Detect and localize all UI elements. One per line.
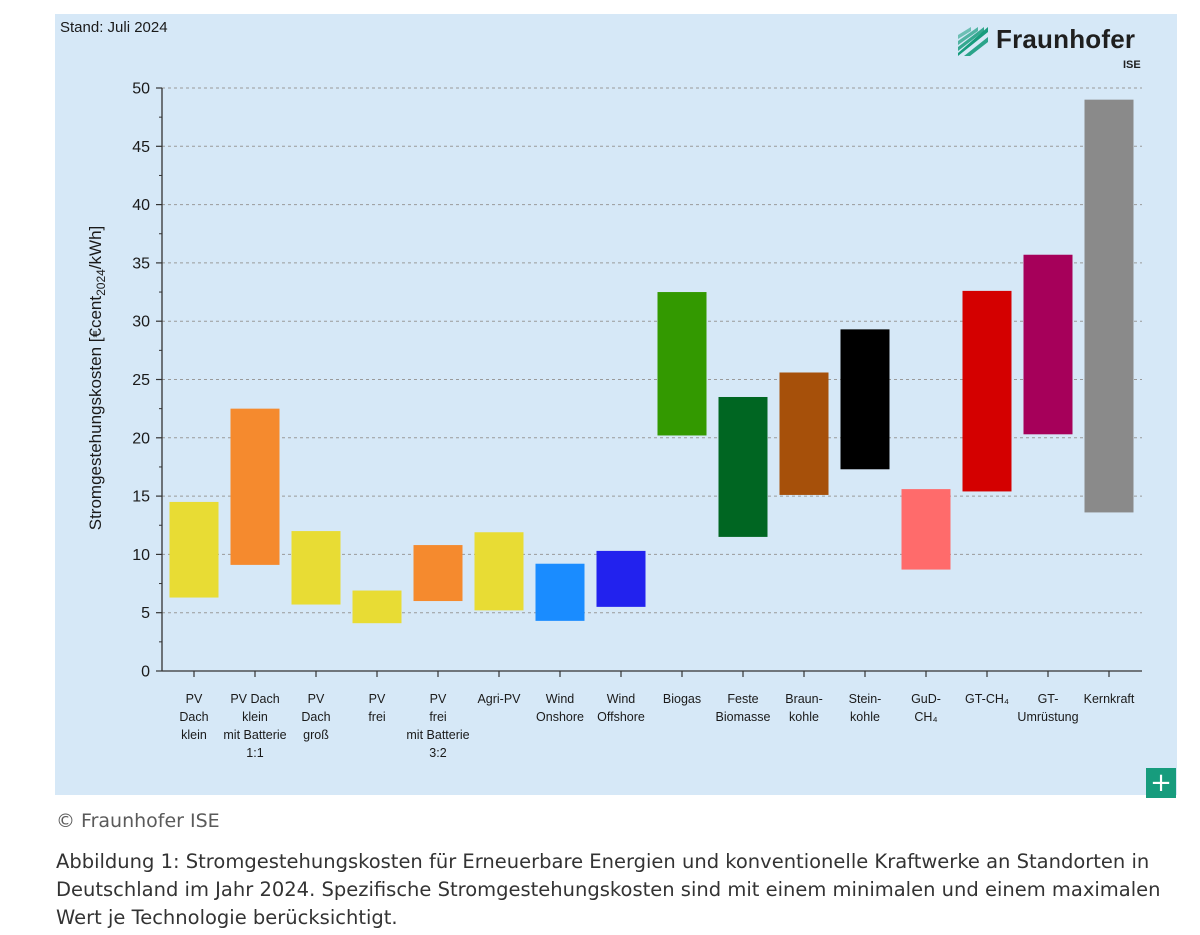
x-category-label: Biogas bbox=[663, 692, 701, 706]
y-tick-label: 50 bbox=[132, 81, 150, 98]
bar-range bbox=[718, 396, 768, 537]
y-tick-label: 45 bbox=[132, 139, 150, 156]
fraunhofer-logo-icon bbox=[958, 27, 988, 56]
x-category-label: PV bbox=[308, 692, 325, 706]
x-category-label: Wind bbox=[546, 692, 575, 706]
x-category-label: CH₄ bbox=[914, 710, 937, 724]
x-category-label: Stein- bbox=[849, 692, 882, 706]
bar-range bbox=[596, 550, 646, 607]
fraunhofer-logo: Fraunhofer ISE bbox=[956, 21, 1146, 73]
x-category-label: 1:1 bbox=[246, 746, 263, 760]
copyright-text: © Fraunhofer ISE bbox=[56, 810, 220, 832]
bar-range bbox=[840, 329, 890, 470]
y-tick-label: 15 bbox=[132, 489, 150, 506]
bar-range bbox=[962, 290, 1012, 492]
x-category-label: PV Dach bbox=[230, 692, 279, 706]
y-tick-label: 30 bbox=[132, 314, 150, 331]
y-tick-label: 0 bbox=[141, 664, 150, 681]
x-category-label: GuD- bbox=[911, 692, 941, 706]
chart-bars bbox=[169, 99, 1134, 624]
x-category-label: kohle bbox=[850, 710, 880, 724]
x-category-label: Offshore bbox=[597, 710, 645, 724]
y-tick-labels: 0 5 10 15 20 25 30 35 40 45 50 bbox=[132, 81, 150, 681]
x-category-label: Kernkraft bbox=[1084, 692, 1135, 706]
y-tick-label: 10 bbox=[132, 547, 150, 564]
x-category-label: Dach bbox=[179, 710, 208, 724]
bar-range bbox=[779, 372, 829, 495]
bar-range bbox=[657, 292, 707, 436]
x-category-label: GT-CH₄ bbox=[965, 692, 1009, 706]
x-category-label: mit Batterie bbox=[223, 728, 286, 742]
x-category-label: Wind bbox=[607, 692, 636, 706]
x-category-label: groß bbox=[303, 728, 329, 742]
y-tick-label: 20 bbox=[132, 430, 150, 447]
x-category-label: Biomasse bbox=[716, 710, 771, 724]
chart-axes bbox=[156, 87, 1142, 677]
x-category-label: frei bbox=[368, 710, 385, 724]
x-category-label: klein bbox=[181, 728, 207, 742]
bar-range bbox=[169, 501, 219, 598]
bar-range bbox=[901, 489, 951, 570]
figure-caption: Abbildung 1: Stromgestehungskosten für E… bbox=[56, 850, 1161, 929]
bar-range bbox=[291, 531, 341, 605]
bar-range bbox=[230, 408, 280, 565]
logo-name: Fraunhofer bbox=[996, 24, 1136, 54]
x-category-label: PV bbox=[186, 692, 203, 706]
x-category-label: Onshore bbox=[536, 710, 584, 724]
bar-range bbox=[535, 563, 585, 621]
logo-sub: ISE bbox=[1123, 59, 1141, 71]
y-tick-label: 35 bbox=[132, 255, 150, 272]
x-category-label: Umrüstung bbox=[1017, 710, 1078, 724]
bar-range bbox=[1023, 254, 1073, 435]
y-tick-label: 25 bbox=[132, 372, 150, 389]
x-category-label: PV bbox=[369, 692, 386, 706]
chart-plot: 0 5 10 15 20 25 30 35 40 45 50 PV Dach klein PV Dach k… bbox=[86, 81, 1142, 760]
bar-range bbox=[474, 532, 524, 611]
x-category-label: GT- bbox=[1038, 692, 1059, 706]
x-category-label: 3:2 bbox=[429, 746, 446, 760]
x-category-label: Dach bbox=[301, 710, 330, 724]
x-category-label: Braun- bbox=[785, 692, 823, 706]
y-tick-label: 5 bbox=[141, 605, 150, 622]
x-category-label: frei bbox=[429, 710, 446, 724]
x-category-label: Agri-PV bbox=[477, 692, 521, 706]
x-category-label: klein bbox=[242, 710, 268, 724]
y-tick-label: 40 bbox=[132, 197, 150, 214]
y-axis-label: Stromgestehungskosten [€cent2024/kWh] bbox=[86, 226, 108, 531]
x-category-label: PV bbox=[430, 692, 447, 706]
expand-button[interactable]: + bbox=[1146, 768, 1176, 798]
x-category-label: kohle bbox=[789, 710, 819, 724]
bar-range bbox=[352, 590, 402, 624]
bar-range bbox=[413, 545, 463, 602]
x-category-label: Feste bbox=[727, 692, 758, 706]
x-category-label: mit Batterie bbox=[406, 728, 469, 742]
chart-stand-date: Stand: Juli 2024 bbox=[60, 19, 168, 36]
bar-range bbox=[1084, 99, 1134, 513]
x-category-labels: PV Dach klein PV Dach klein mit Batterie 1:1 PV… bbox=[179, 692, 1134, 760]
